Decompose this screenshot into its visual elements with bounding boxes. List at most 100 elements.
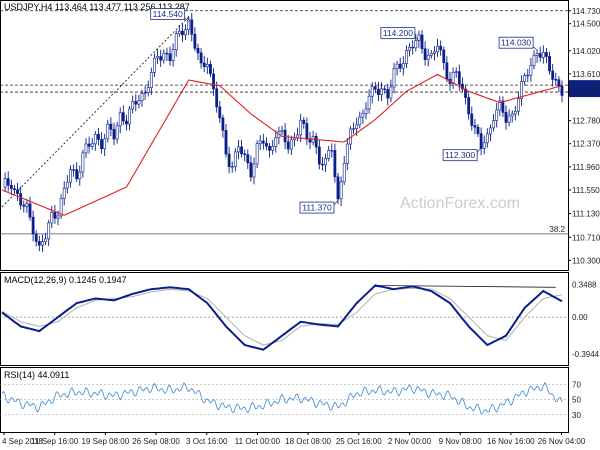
candle-body — [112, 129, 116, 140]
candle-body — [84, 143, 88, 154]
candle-body — [28, 203, 32, 218]
candle-body — [426, 54, 430, 60]
rsi-tick-label: 50 — [572, 396, 581, 405]
candle-body — [19, 193, 23, 206]
candle-body — [414, 40, 418, 49]
candle-body — [345, 143, 349, 164]
candle-body — [87, 143, 91, 147]
candle-body — [498, 100, 502, 111]
x-tick-label: 19 Sep 08:00 — [82, 437, 130, 446]
candle-body — [230, 166, 234, 168]
candle-body — [451, 72, 455, 84]
candle-body — [62, 187, 66, 199]
candle-body — [171, 49, 175, 62]
price-tick-label: 114.730 — [572, 7, 600, 16]
price-tick-label: 111.130 — [572, 210, 600, 219]
candle-body — [13, 188, 16, 191]
candle-body — [501, 100, 505, 113]
rsi-tick-label: 70 — [572, 380, 581, 389]
candle-body — [209, 63, 212, 75]
candle-body — [554, 79, 558, 81]
candle-body — [187, 19, 191, 30]
candle-body — [560, 85, 564, 96]
candle-body — [221, 117, 225, 131]
price-tick-label: 114.500 — [572, 20, 600, 29]
x-tick-label: 2 Nov 00:00 — [388, 437, 432, 446]
candle-body — [492, 120, 495, 129]
candle-body — [336, 176, 340, 200]
candle-body — [401, 63, 405, 69]
candle-body — [3, 178, 7, 188]
candle-body — [317, 146, 321, 165]
candle-body — [9, 184, 13, 190]
candle-body — [314, 136, 318, 148]
candle-body — [265, 142, 268, 147]
candle-body — [457, 71, 461, 85]
macd-tick-label: -0.3944 — [572, 350, 600, 359]
candle-body — [408, 46, 411, 51]
candle-body — [205, 63, 209, 68]
price-tick-label: 111.960 — [572, 163, 600, 172]
candle-body — [75, 169, 79, 180]
candle-body — [25, 203, 29, 207]
candle-body — [476, 126, 480, 134]
price-tick-label: 113.287 — [571, 88, 600, 97]
candle-body — [128, 108, 131, 125]
candle-body — [370, 86, 374, 97]
candle-body — [283, 129, 287, 143]
candle-body — [429, 53, 433, 56]
candle-body — [190, 19, 194, 35]
candle-body — [513, 110, 517, 115]
candle-body — [395, 63, 399, 70]
candle-body — [146, 87, 150, 93]
candle-body — [184, 29, 187, 36]
candle-body — [78, 171, 82, 180]
candle-body — [224, 130, 228, 155]
candle-body — [271, 146, 275, 151]
candle-body — [439, 45, 443, 51]
price-tick-label: 110.300 — [572, 256, 600, 265]
candle-body — [436, 45, 439, 53]
candle-body — [489, 127, 492, 135]
candle-body — [495, 109, 499, 121]
candle-body — [258, 140, 262, 144]
candle-body — [47, 222, 51, 240]
macd-pane-frame — [0, 272, 569, 366]
price-tick-label: 113.610 — [572, 70, 600, 79]
rsi-title: RSI(14) 44.0911 — [4, 370, 70, 380]
candle-body — [532, 55, 536, 66]
candle-body — [156, 56, 159, 59]
candle-body — [159, 56, 163, 61]
candle-body — [461, 83, 464, 90]
x-tick-label: 11 Sep 16:00 — [31, 437, 79, 446]
candle-body — [293, 137, 296, 140]
candle-body — [520, 81, 523, 100]
candle-body — [65, 181, 69, 189]
dashed-trendline — [1, 16, 189, 208]
rsi-line — [1, 381, 563, 415]
candle-body — [125, 120, 128, 125]
candle-body — [280, 129, 284, 132]
candle-body — [50, 211, 54, 224]
candle-body — [535, 53, 539, 56]
candle-body — [97, 134, 100, 140]
candle-body — [339, 181, 343, 200]
candle-body — [377, 88, 380, 95]
candle-body — [423, 48, 427, 60]
annotation-label: 114.540 — [153, 9, 183, 19]
rsi-tick-label: 30 — [572, 411, 581, 420]
candle-body — [479, 133, 483, 149]
macd-tick-label: 0.3488 — [572, 281, 597, 290]
candle-body — [389, 86, 393, 99]
candle-body — [504, 112, 508, 123]
candle-body — [69, 169, 72, 183]
candle-body — [398, 63, 402, 69]
candle-body — [342, 163, 346, 183]
candle-body — [255, 143, 259, 165]
symbol-header: USDJPY,H4 113.464 113.477 113.256 113.28… — [4, 2, 190, 12]
price-tick-label: 113.410 — [571, 81, 600, 90]
price-tag-4 — [569, 80, 600, 91]
candle-body — [321, 163, 324, 166]
candle-body — [538, 53, 542, 58]
candle-body — [308, 138, 312, 143]
